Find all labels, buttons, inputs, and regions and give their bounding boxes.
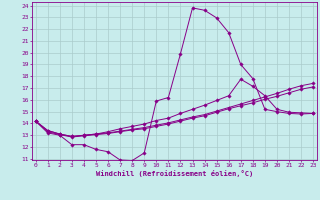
X-axis label: Windchill (Refroidissement éolien,°C): Windchill (Refroidissement éolien,°C) <box>96 170 253 177</box>
